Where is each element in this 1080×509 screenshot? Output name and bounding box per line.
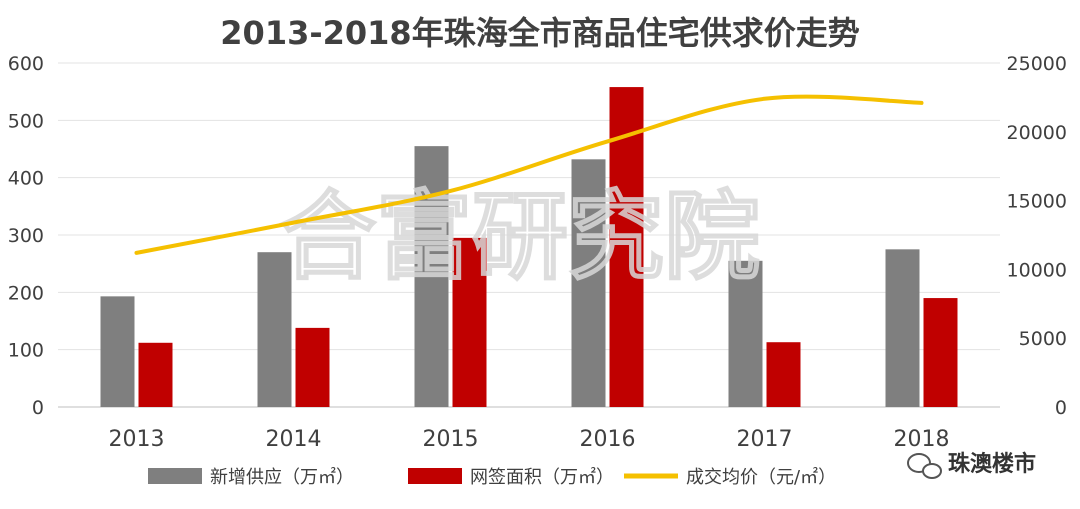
bar-supply-2016 bbox=[571, 159, 606, 407]
left-tick-label: 600 bbox=[8, 53, 44, 75]
right-tick-label: 0 bbox=[1055, 397, 1067, 419]
badge-text: 珠澳楼市 bbox=[948, 451, 1036, 477]
left-axis: 0 100 200 300 400 500 600 bbox=[8, 53, 44, 419]
left-tick-label: 0 bbox=[32, 397, 44, 419]
left-tick-label: 200 bbox=[8, 282, 44, 304]
bar-signed-2018 bbox=[923, 298, 958, 407]
right-tick-label: 15000 bbox=[1007, 191, 1067, 213]
x-tick-label: 2016 bbox=[580, 427, 636, 452]
x-tick-label: 2015 bbox=[423, 427, 479, 452]
bar-signed-2014 bbox=[295, 327, 330, 407]
right-tick-label: 25000 bbox=[1007, 53, 1067, 75]
right-tick-label: 10000 bbox=[1007, 259, 1067, 281]
watermark-text: 合富研究院 bbox=[280, 181, 760, 293]
chart-title: 2013-2018年珠海全市商品住宅供求价走势 bbox=[220, 14, 859, 52]
x-tick-label: 2014 bbox=[266, 427, 322, 452]
bar-supply-2013 bbox=[100, 296, 135, 407]
right-tick-label: 5000 bbox=[1019, 328, 1067, 350]
left-tick-label: 400 bbox=[8, 168, 44, 190]
legend-label-2: 成交均价（元/㎡） bbox=[686, 466, 836, 488]
x-axis: 2013 2014 2015 2016 2017 2018 bbox=[109, 427, 950, 452]
left-tick-label: 100 bbox=[8, 340, 44, 362]
bars bbox=[100, 87, 958, 407]
legend-swatch-1 bbox=[408, 468, 462, 484]
grid-lines bbox=[58, 62, 1000, 408]
account-badge: 珠澳楼市 bbox=[907, 451, 1036, 479]
left-tick-label: 500 bbox=[8, 110, 44, 132]
price-line bbox=[134, 94, 924, 255]
right-tick-label: 20000 bbox=[1007, 122, 1067, 144]
price-line-path bbox=[134, 94, 924, 255]
wechat-icon bbox=[907, 453, 942, 479]
bar-supply-2018 bbox=[885, 249, 920, 407]
bar-supply-2017 bbox=[728, 260, 763, 407]
x-tick-label: 2013 bbox=[109, 427, 165, 452]
legend-label-1: 网签面积（万㎡） bbox=[470, 466, 614, 488]
left-tick-label: 300 bbox=[8, 225, 44, 247]
bar-supply-2014 bbox=[257, 252, 292, 407]
bar-signed-2013 bbox=[138, 342, 173, 407]
legend-label-0: 新增供应（万㎡） bbox=[210, 466, 354, 488]
x-tick-label: 2017 bbox=[737, 427, 793, 452]
legend-swatch-0 bbox=[148, 468, 202, 484]
bar-signed-2017 bbox=[766, 342, 801, 407]
legend: 新增供应（万㎡） 网签面积（万㎡） 成交均价（元/㎡） bbox=[148, 466, 836, 488]
bar-signed-2015 bbox=[452, 237, 487, 407]
x-tick-label: 2018 bbox=[894, 427, 950, 452]
bar-supply-2015 bbox=[414, 146, 449, 407]
right-axis: 0 5000 10000 15000 20000 25000 bbox=[1007, 53, 1067, 419]
